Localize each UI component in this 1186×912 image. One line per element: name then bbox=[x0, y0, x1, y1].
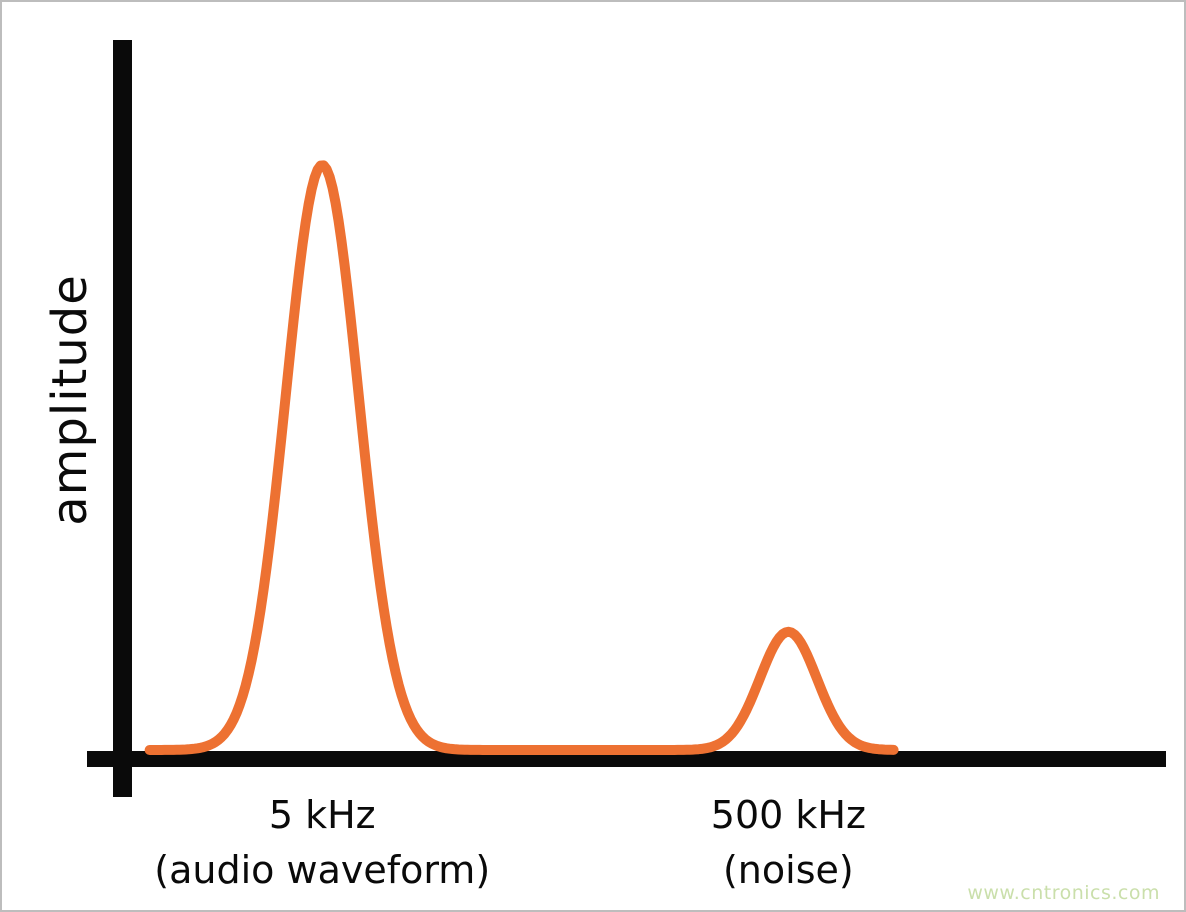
y-axis-label: amplitude bbox=[42, 274, 98, 526]
y-axis bbox=[113, 40, 132, 797]
x-axis bbox=[87, 751, 1166, 767]
watermark: www.cntronics.com bbox=[967, 882, 1160, 904]
peak-sublabel-noise: (noise) bbox=[722, 848, 854, 893]
peak-tick-500khz: 500 kHz bbox=[710, 793, 866, 837]
peak-label-500khz: 500 kHz (noise) bbox=[711, 788, 866, 898]
peak-label-5khz: 5 kHz (audio waveform) bbox=[154, 788, 490, 898]
peak-tick-5khz: 5 kHz bbox=[268, 793, 376, 837]
peak-sublabel-audio-waveform: (audio waveform) bbox=[154, 848, 491, 893]
spectrum-curve bbox=[144, 160, 899, 755]
